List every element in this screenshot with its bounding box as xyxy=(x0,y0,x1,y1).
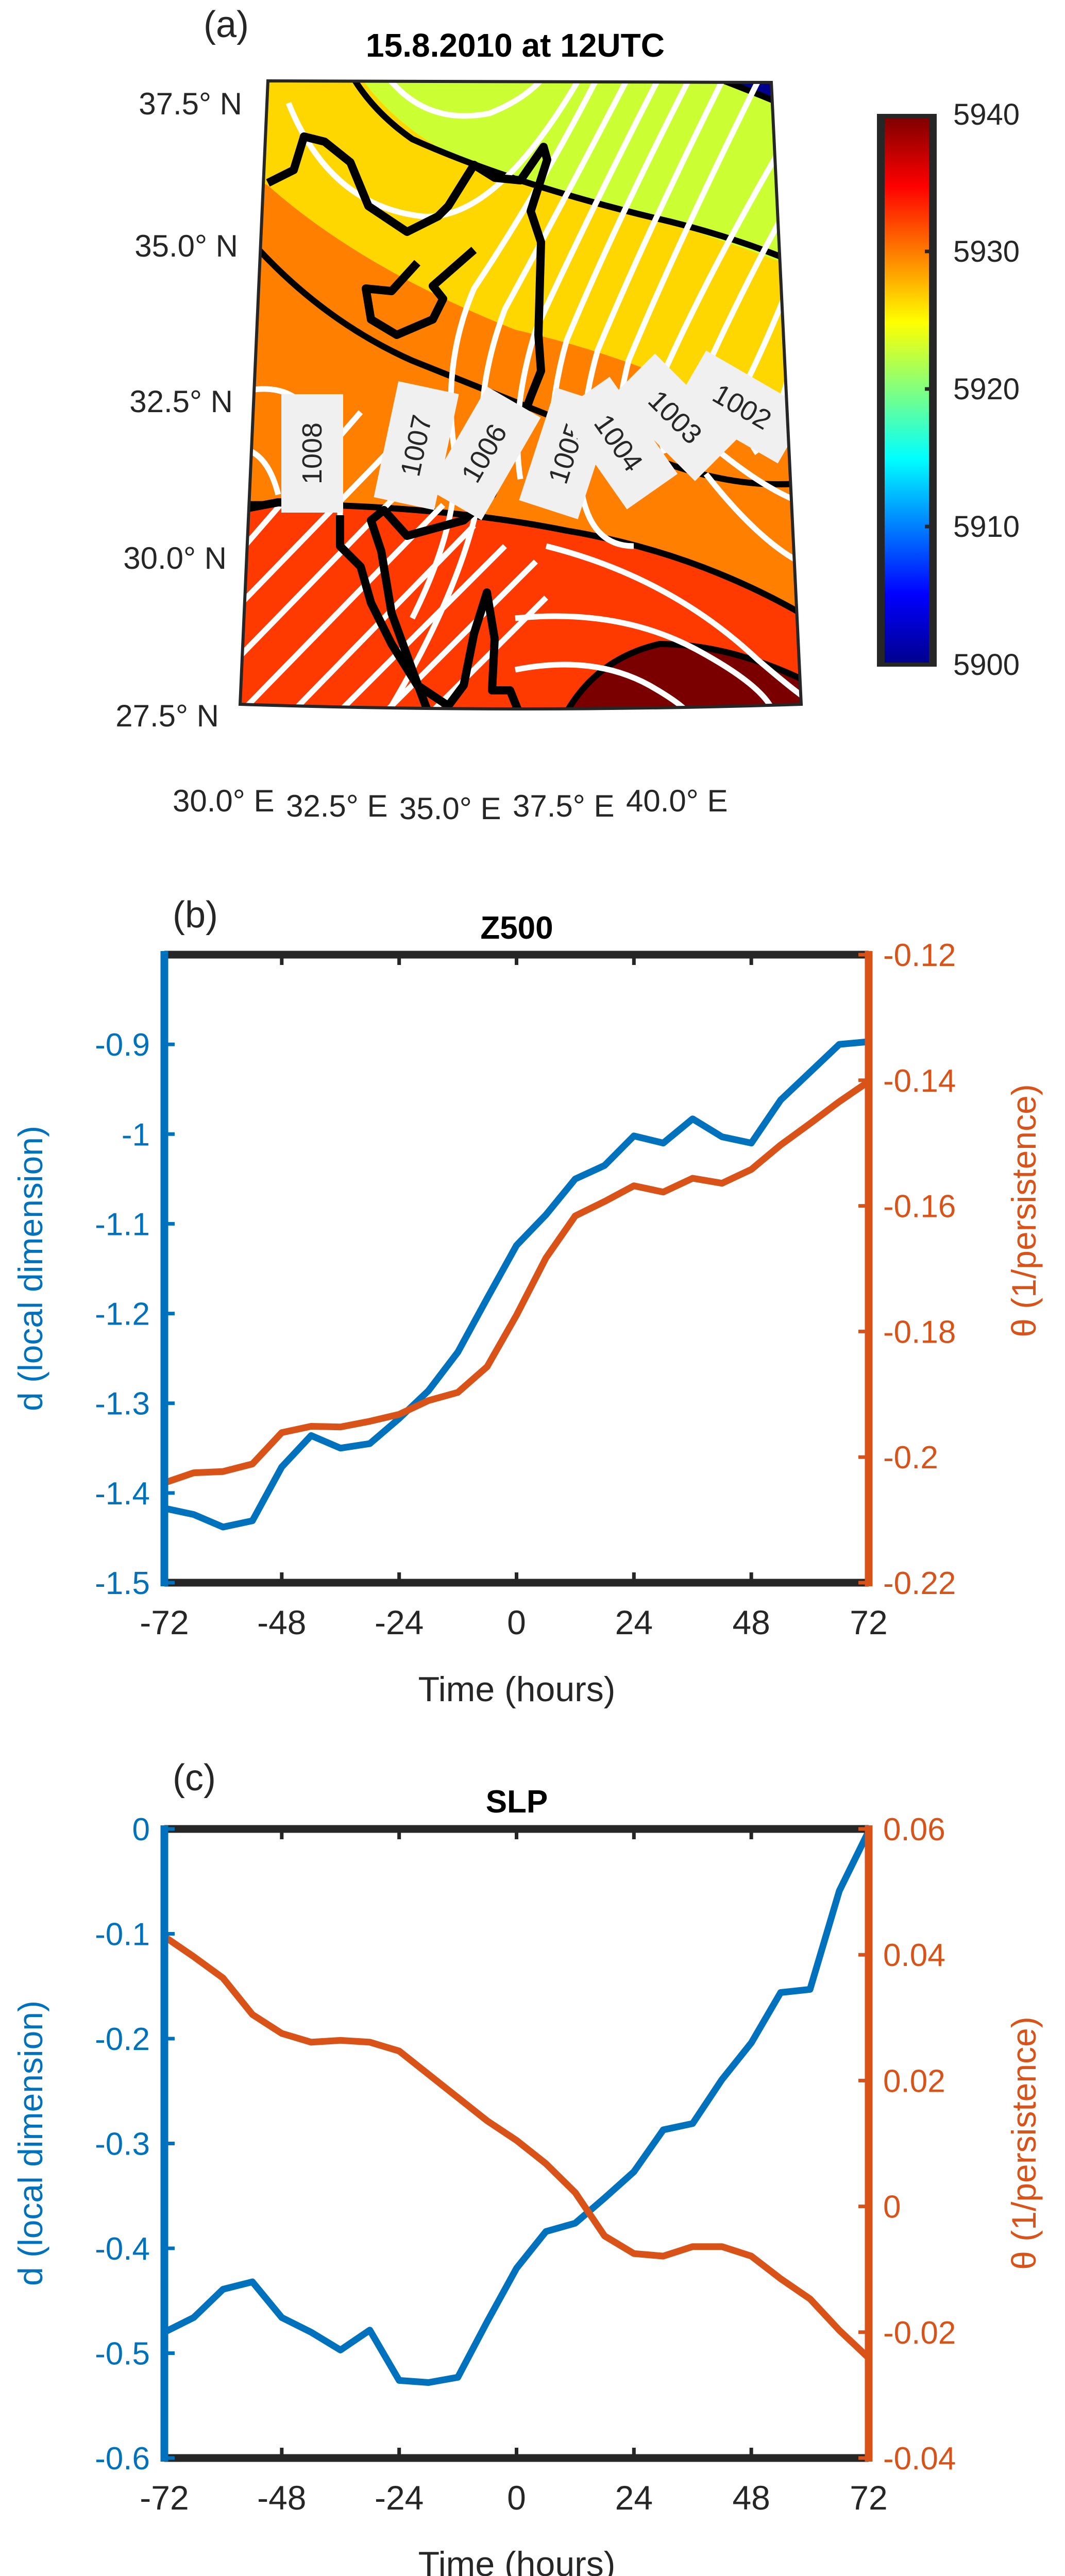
panel-b-left-y-tick-label: -0.9 xyxy=(95,1027,150,1063)
panel-c-x-tick-label: -72 xyxy=(140,2479,189,2517)
panel-a-label: (a) xyxy=(204,4,249,45)
contour-label-1006: 1006 xyxy=(428,386,541,520)
lon-label-40: 40.0° E xyxy=(626,784,728,818)
panel-c-series-theta-line xyxy=(162,1934,871,2361)
panel-b-title: Z500 xyxy=(480,910,553,946)
panel-b-right-y-tick-label: -0.18 xyxy=(883,1314,956,1350)
lat-label-37-5: 37.5° N xyxy=(139,87,242,121)
panel-c-x-tick-label: 48 xyxy=(732,2479,770,2517)
lat-label-35: 35.0° N xyxy=(134,229,238,263)
lat-label-32-5: 32.5° N xyxy=(129,384,233,419)
colorbar-ticks xyxy=(925,249,933,529)
lon-label-32-5: 32.5° E xyxy=(286,789,387,823)
lon-label-30: 30.0° E xyxy=(173,784,274,818)
panel-a-map: (a) 15.8.2010 at 12UTC xyxy=(115,4,1020,826)
panel-c-left-y-tick-label: 0 xyxy=(132,1812,150,1848)
panel-b-x-tick-label: -24 xyxy=(375,1603,424,1641)
panel-c-x-tick-label: 72 xyxy=(850,2479,887,2517)
panel-b-series-d-line xyxy=(163,1038,869,1531)
colorbar-tick-5910: 5910 xyxy=(953,510,1020,544)
panel-b-ylabel-right: θ (1/persistence) xyxy=(1005,1084,1043,1337)
contour-label-1004: 1004 xyxy=(559,377,678,510)
panel-b-ylabel-left: d (local dimension) xyxy=(11,1126,49,1411)
map-field: 1008 1007 1006 1005 1004 1003 1002 xyxy=(240,81,801,709)
panel-b-left-y-tick-label: -1.4 xyxy=(95,1476,150,1512)
panel-b-right-y-tick-label: -0.22 xyxy=(883,1566,956,1601)
panel-b-x-tick-label: 72 xyxy=(850,1603,887,1641)
panel-b-label: (b) xyxy=(173,894,218,936)
lon-label-37-5: 37.5° E xyxy=(513,789,614,823)
map-frame xyxy=(238,79,803,710)
panel-c-ylabel-right: θ (1/persistence) xyxy=(1005,2016,1043,2270)
panel-b-x-tick-label: -72 xyxy=(140,1603,189,1641)
panel-b-left-y-tick-label: -1.2 xyxy=(95,1297,150,1332)
panel-b-right-y-tick-label: -0.12 xyxy=(883,938,956,973)
colorbar: 5940 5930 5920 5910 5900 xyxy=(877,98,1020,682)
panel-b-left-y-tick-label: -1.3 xyxy=(95,1386,150,1422)
panel-c-right-y-tick-label: 0.04 xyxy=(883,1938,945,1973)
panel-b-right-y-tick-label: -0.2 xyxy=(883,1440,938,1476)
panel-c-right-y-tick-label: -0.04 xyxy=(883,2441,956,2477)
panel-c-label: (c) xyxy=(173,1757,216,1799)
z500-region-lightgreen xyxy=(340,81,801,289)
panel-b-left-y-tick-label: -1 xyxy=(122,1117,150,1153)
contour-label-1002: 1002 xyxy=(675,350,801,464)
colorbar-tick-5900: 5900 xyxy=(953,648,1020,682)
panel-b-x-tick-label: -48 xyxy=(257,1603,306,1641)
panel-c-xlabel: Time (hours) xyxy=(418,2545,616,2576)
panel-c-x-tick-label: -48 xyxy=(257,2479,306,2517)
panel-c-x-tick-label: 24 xyxy=(615,2479,653,2517)
panel-c-x-tick-label: 0 xyxy=(507,2479,526,2517)
colorbar-tick-5930: 5930 xyxy=(953,235,1020,268)
panel-b-x-tick-label: 48 xyxy=(732,1603,770,1641)
colorbar-tick-5940: 5940 xyxy=(953,98,1020,131)
panel-c-title: SLP xyxy=(486,1784,548,1820)
panel-c-left-y-tick-label: -0.4 xyxy=(95,2231,150,2267)
lon-tick-labels: 30.0° E 32.5° E 35.0° E 37.5° E 40.0° E xyxy=(173,784,728,826)
lon-label-35: 35.0° E xyxy=(399,791,501,826)
lat-tick-labels: 37.5° N 35.0° N 32.5° N 30.0° N 27.5° N xyxy=(115,87,242,733)
panel-b-x-tick-label: 24 xyxy=(615,1603,653,1641)
panel-b-xlabel: Time (hours) xyxy=(418,1670,616,1709)
panel-c-left-y-tick-label: -0.6 xyxy=(95,2441,150,2477)
panel-b-right-y-tick-label: -0.16 xyxy=(883,1189,956,1225)
panel-c-right-y-tick-label: 0 xyxy=(883,2190,901,2225)
panel-c-left-y-tick-label: -0.2 xyxy=(95,2022,150,2057)
panel-c-ylabel-left: d (local dimension) xyxy=(11,2001,49,2286)
lat-label-30: 30.0° N xyxy=(123,541,227,575)
panel-c-x-tick-label: -24 xyxy=(375,2479,424,2517)
svg-text:1008: 1008 xyxy=(297,422,328,484)
panel-b-left-y-tick-label: -1.1 xyxy=(95,1207,150,1242)
z500-region-darkred xyxy=(562,644,801,709)
lat-label-27-5: 27.5° N xyxy=(115,699,219,733)
panel-b-series-theta-line xyxy=(163,1078,871,1486)
panel-b-right-y-tick-label: -0.14 xyxy=(883,1063,956,1099)
colorbar-tick-5920: 5920 xyxy=(953,372,1020,406)
colorbar-gradient xyxy=(885,118,929,663)
panel-c-right-y-tick-label: 0.02 xyxy=(883,2063,945,2099)
panel-c-left-y-tick-label: -0.1 xyxy=(95,1917,150,1953)
contour-label-1008: 1008 xyxy=(281,394,343,513)
panel-c-left-y-tick-label: -0.3 xyxy=(95,2127,150,2162)
panel-c-series-d-line xyxy=(163,1829,872,2386)
panel-c-right-y-tick-label: -0.02 xyxy=(883,2315,956,2351)
panel-a-title: 15.8.2010 at 12UTC xyxy=(366,27,665,64)
panel-b-left-y-tick-label: -1.5 xyxy=(95,1566,150,1601)
panel-c-left-y-tick-label: -0.5 xyxy=(95,2336,150,2372)
panel-b-x-tick-label: 0 xyxy=(507,1603,526,1641)
panel-c-right-y-tick-label: 0.06 xyxy=(883,1812,945,1848)
